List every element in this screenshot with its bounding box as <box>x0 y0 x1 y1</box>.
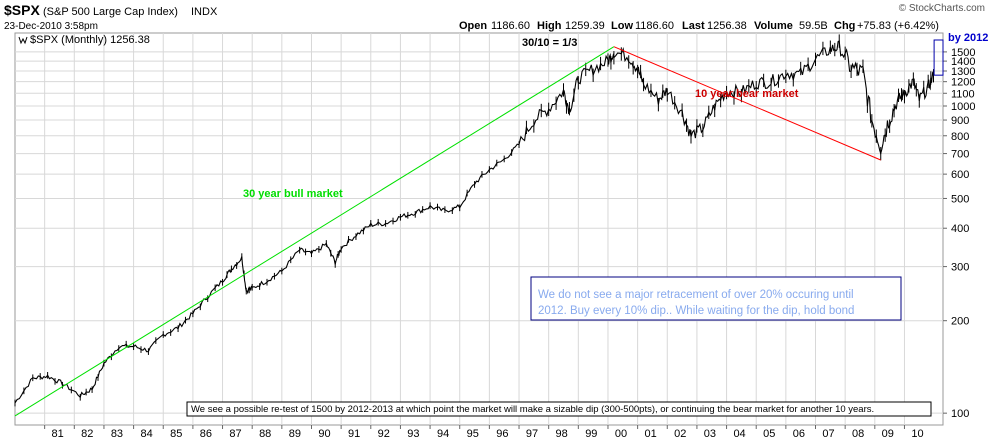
x-tick-label: 03 <box>704 428 716 440</box>
chg-label: Chg <box>834 20 855 32</box>
retracement-note-line-2: 2012. Buy every 10% dip.. While waiting … <box>538 305 854 317</box>
x-axis: 81 82 83 84 85 86 87 88 89 90 91 92 93 94 95 96 97 98 99 00… <box>44 425 924 440</box>
retest-note: We see a possible re-test of 1500 by 201… <box>191 404 874 415</box>
x-tick-label: 98 <box>556 428 568 440</box>
x-tick-label: 10 <box>911 428 923 440</box>
volume-label: Volume <box>754 20 793 32</box>
x-tick-label: 84 <box>140 428 152 440</box>
chg-value: +75.83 (+6.42%) <box>857 20 939 32</box>
x-tick-label: 90 <box>318 428 330 440</box>
y-tick-label: 400 <box>951 223 969 235</box>
grid <box>15 33 943 425</box>
x-tick-label: 09 <box>882 428 894 440</box>
x-tick-label: 97 <box>526 428 538 440</box>
retracement-note-box <box>530 276 902 321</box>
y-tick-label: 1400 <box>951 56 975 68</box>
retest-note-box <box>186 401 932 417</box>
x-tick-label: 07 <box>822 428 834 440</box>
y-axis: 1002003004005006007008009001000110012001… <box>943 47 975 420</box>
bear-trendline <box>613 46 881 161</box>
x-tick-label: 05 <box>763 428 775 440</box>
y-tick-label: 200 <box>951 316 969 328</box>
y-tick-label: 1000 <box>951 101 975 113</box>
x-tick-label: 94 <box>437 428 449 440</box>
x-tick-label: 08 <box>852 428 864 440</box>
index-name: (S&P 500 Large Cap Index) <box>43 6 178 18</box>
symbol: $SPX <box>4 2 40 18</box>
volume-value: 59.5B <box>799 20 828 32</box>
date-stamp: 23-Dec-2010 3:58pm <box>4 21 98 32</box>
bear-market-label: 10 year bear market <box>695 88 799 100</box>
x-tick-label: 99 <box>585 428 597 440</box>
x-tick-label: 85 <box>170 428 182 440</box>
x-tick-label: 88 <box>259 428 271 440</box>
x-tick-label: 89 <box>289 428 301 440</box>
open-label: Open <box>459 20 487 32</box>
bull-market-label: 30 year bull market <box>243 188 343 200</box>
y-tick-label: 1300 <box>951 66 975 78</box>
low-label: Low <box>611 20 633 32</box>
x-tick-label: 06 <box>793 428 805 440</box>
y-tick-label: 800 <box>951 131 969 143</box>
x-tick-label: 91 <box>348 428 360 440</box>
bull-trendline <box>14 46 615 417</box>
x-tick-label: 95 <box>467 428 479 440</box>
x-tick-label: 87 <box>229 428 241 440</box>
y-tick-label: 900 <box>951 115 969 127</box>
y-tick-label: 1200 <box>951 77 975 89</box>
x-tick-label: 04 <box>733 428 745 440</box>
y-tick-label: 1100 <box>951 88 975 100</box>
x-tick-label: 82 <box>81 428 93 440</box>
low-value: 1186.60 <box>635 20 674 32</box>
x-tick-label: 81 <box>52 428 64 440</box>
watermark: © StockCharts.com <box>899 3 985 14</box>
last-value: 1256.38 <box>707 20 747 32</box>
high-value: 1259.39 <box>565 20 605 32</box>
x-tick-label: 83 <box>111 428 123 440</box>
series-layer <box>14 34 935 417</box>
open-value: 1186.60 <box>491 20 530 32</box>
x-tick-label: 01 <box>644 428 656 440</box>
y-tick-label: 600 <box>951 169 969 181</box>
exchange: INDX <box>191 6 218 18</box>
last-label: Last <box>682 20 705 32</box>
legend-line-icon <box>18 36 28 45</box>
by-2012-label: by 2012 <box>948 32 988 44</box>
x-tick-label: 96 <box>496 428 508 440</box>
y-tick-label: 700 <box>951 149 969 161</box>
y-tick-label: 1500 <box>951 47 975 59</box>
high-label: High <box>537 20 562 32</box>
x-tick-label: 93 <box>407 428 419 440</box>
y-tick-label: 500 <box>951 193 969 205</box>
legend-label: $SPX (Monthly) 1256.38 <box>30 34 150 46</box>
y-tick-label: 100 <box>951 408 969 420</box>
plot-area <box>14 32 944 426</box>
x-tick-label: 86 <box>200 428 212 440</box>
x-tick-label: 02 <box>674 428 686 440</box>
quote-strip: Open 1186.60 High 1259.39 Low 1186.60 La… <box>459 20 939 32</box>
y-tick-label: 300 <box>951 262 969 274</box>
x-tick-label: 00 <box>615 428 627 440</box>
x-tick-label: 92 <box>378 428 390 440</box>
retracement-note-line-1: We do not see a major retracement of ove… <box>538 289 854 301</box>
ratio-annotation: 30/10 = 1/3 <box>522 37 577 49</box>
target-box <box>933 39 944 76</box>
